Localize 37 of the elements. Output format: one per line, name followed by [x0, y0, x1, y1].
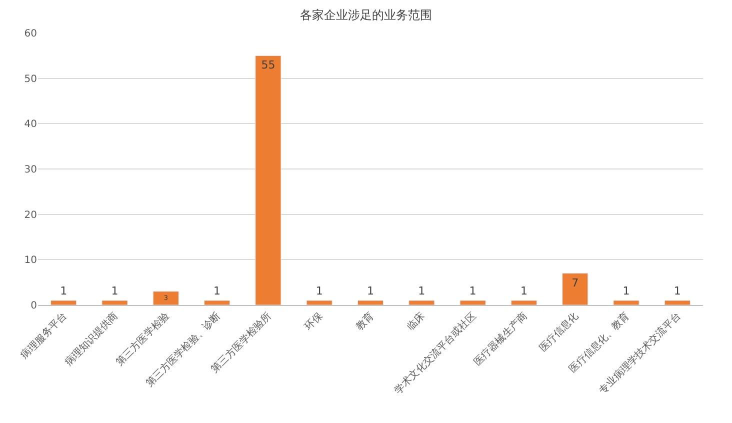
- bar: [664, 300, 690, 305]
- x-tick-label: 医疗信息化: [536, 310, 581, 354]
- y-tick-label: 50: [24, 74, 37, 85]
- bar: [562, 273, 588, 305]
- chart-title: 各家企业涉足的业务范围: [300, 8, 432, 22]
- bar: [460, 300, 486, 305]
- bar: [510, 300, 537, 305]
- y-tick-label: 40: [24, 119, 37, 130]
- data-label: 1: [111, 284, 118, 298]
- bar: [306, 300, 332, 305]
- bar: [408, 300, 435, 305]
- data-label: 1: [469, 284, 476, 298]
- data-label: 1: [418, 284, 426, 298]
- data-label: 55: [261, 58, 276, 72]
- y-tick-label: 30: [24, 164, 37, 176]
- data-label: 1: [214, 284, 221, 298]
- data-label: 7: [572, 276, 579, 290]
- y-tick-label: 10: [24, 255, 37, 266]
- bar: [357, 300, 384, 305]
- x-tick-label: 环保: [303, 310, 326, 333]
- data-label: 1: [367, 284, 374, 298]
- bar: [255, 55, 282, 305]
- bar: [50, 300, 77, 305]
- y-tick-label: 20: [24, 210, 37, 221]
- data-label: 1: [674, 284, 681, 298]
- x-tick-label: 教育: [354, 310, 376, 333]
- data-label: 1: [520, 284, 528, 298]
- data-label: 1: [60, 284, 68, 298]
- bar: [204, 300, 230, 305]
- data-label: 1: [622, 284, 630, 298]
- bar: [102, 300, 128, 305]
- x-tick-label: 临床: [404, 310, 428, 333]
- data-label: 1: [316, 284, 323, 298]
- y-tick-label: 60: [24, 28, 37, 40]
- y-tick-label: 0: [30, 300, 37, 312]
- bar: [613, 300, 640, 305]
- bar: [152, 291, 179, 305]
